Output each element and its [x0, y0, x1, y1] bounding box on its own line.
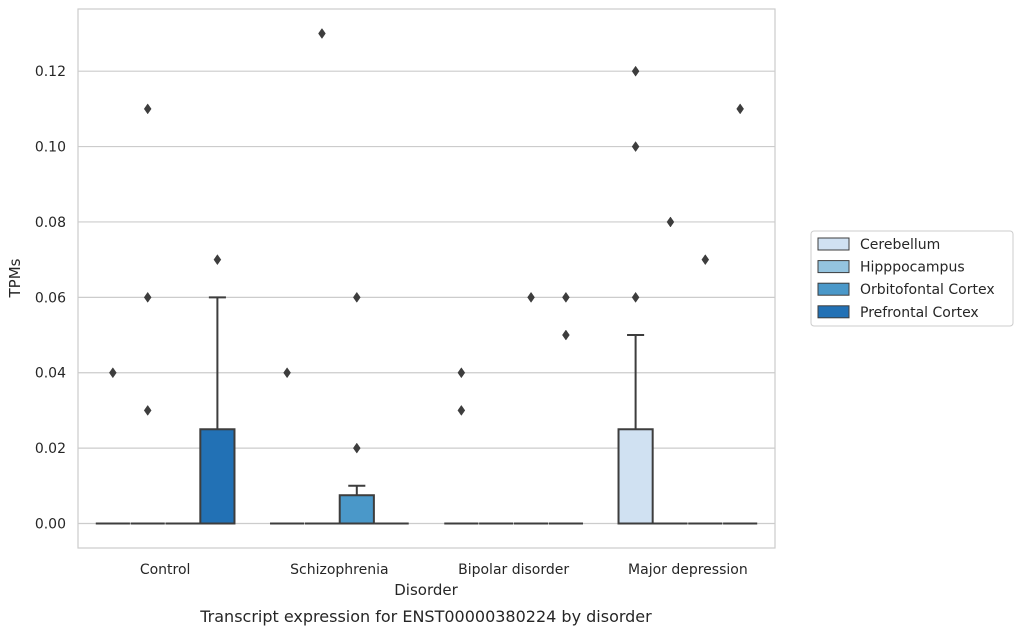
box-hipppocampus [653, 216, 688, 525]
y-tick-label: 0.04 [35, 366, 66, 382]
outlier-point [736, 103, 744, 115]
x-tick-label: Schizophrenia [290, 562, 388, 578]
outlier-point [143, 291, 152, 303]
legend-swatch [817, 305, 850, 319]
box-body [338, 494, 375, 525]
legend-frame [810, 230, 1014, 327]
legend-label: Prefrontal Cortex [860, 305, 979, 321]
x-axis-ticks: Control Schizophrenia Bipolar disorder Majo… [140, 562, 748, 578]
legend-label: Cerebellum [860, 237, 940, 253]
box-body [617, 428, 654, 525]
legend-label: Orbitofontal Cortex [860, 282, 995, 298]
legend-swatch [817, 282, 850, 296]
legend-swatch [817, 237, 850, 251]
outlier-point [562, 329, 570, 341]
outlier-point [631, 141, 640, 153]
legend-swatch [817, 260, 850, 274]
box-prefrontal-cortex [723, 103, 758, 525]
box-hipppocampus [130, 103, 165, 525]
outlier-point [283, 367, 291, 379]
outlier-point [213, 254, 222, 266]
y-tick-label: 0.06 [35, 290, 66, 306]
outlier-point [143, 103, 152, 115]
y-axis-ticks: 0.00 0.02 0.04 0.06 0.08 0.10 0.12 [35, 64, 66, 532]
y-tick-label: 0.00 [35, 517, 66, 533]
box-prefrontal-cortex [199, 254, 236, 525]
box-orbitofontal-cortex [338, 291, 375, 525]
box-body [199, 428, 236, 525]
outlier-point [143, 404, 152, 416]
box-cerebellum [617, 65, 654, 525]
box-cerebellum [444, 367, 479, 525]
chart-caption: Transcript expression for ENST0000038022… [199, 607, 652, 626]
plot-area-frame [77, 8, 776, 549]
y-tick-label: 0.12 [35, 64, 66, 80]
outlier-point [318, 28, 326, 39]
box-orbitofontal-cortex [513, 291, 549, 525]
outlier-point [701, 254, 710, 266]
outlier-point [527, 291, 535, 303]
box-cerebellum [270, 367, 305, 525]
outlier-point [666, 216, 675, 228]
outlier-point [631, 65, 640, 77]
box-prefrontal-cortex [548, 291, 583, 525]
y-axis-label: TPMs [6, 258, 24, 298]
outlier-point [457, 404, 466, 416]
outlier-point [631, 291, 640, 303]
legend-label: Hipppocampus [860, 260, 965, 276]
outlier-point [562, 291, 570, 303]
x-axis-label: Disorder [394, 581, 458, 599]
grid-lines [78, 70, 775, 525]
box-orbitofontal-cortex [688, 254, 723, 525]
outlier-point [457, 367, 466, 379]
x-tick-label: Major depression [628, 562, 748, 578]
box-hipppocampus [304, 28, 340, 525]
outlier-point [352, 291, 361, 303]
outlier-point [109, 367, 117, 379]
y-tick-label: 0.08 [35, 215, 66, 231]
box-cerebellum [95, 367, 130, 525]
boxes-layer [95, 28, 758, 525]
legend: Cerebellum Hipppocampus Orbitofontal Corte… [810, 230, 1014, 327]
y-tick-label: 0.10 [35, 140, 66, 156]
x-tick-label: Control [140, 562, 191, 578]
x-tick-label: Bipolar disorder [458, 562, 569, 578]
outlier-point [352, 442, 361, 454]
y-tick-label: 0.02 [35, 441, 66, 457]
